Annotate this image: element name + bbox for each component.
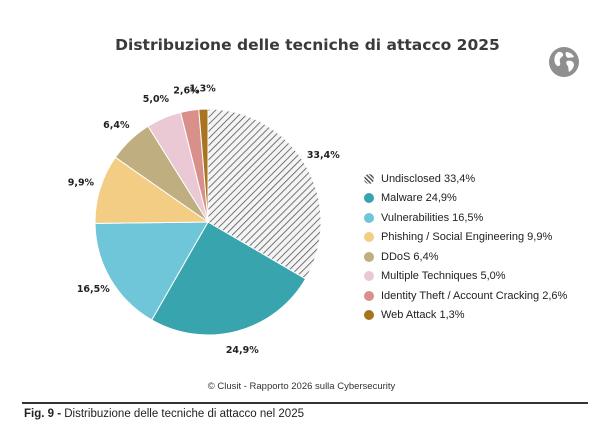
legend-swatch: [364, 290, 374, 301]
caption-divider: [22, 402, 588, 404]
legend-item-identity-theft-account-cracking: Identity Theft / Account Cracking 2,6%: [364, 286, 567, 306]
legend-item-phishing-social-engineering: Phishing / Social Engineering 9,9%: [364, 228, 567, 248]
legend-item-multiple-techniques: Multiple Techniques 5,0%: [364, 267, 567, 287]
legend-swatch: [364, 251, 374, 262]
figure-caption-text: Distribuzione delle tecniche di attacco …: [64, 408, 304, 420]
legend-swatch: [364, 193, 374, 204]
legend-swatch: [364, 271, 374, 282]
slice-label-malware: 24,9%: [226, 345, 259, 356]
legend-item-undisclosed: Undisclosed 33,4%: [364, 169, 567, 189]
legend-label: Phishing / Social Engineering 9,9%: [381, 231, 553, 244]
legend-item-malware: Malware 24,9%: [364, 189, 567, 209]
slice-label-multiple-techniques: 5,0%: [143, 94, 170, 105]
legend-item-ddos: DDoS 6,4%: [364, 247, 567, 267]
legend-label: Multiple Techniques 5,0%: [381, 270, 506, 283]
legend-item-vulnerabilities: Vulnerabilities 16,5%: [364, 208, 567, 228]
pie-slice-vulnerabilities: [94, 221, 209, 321]
legend-swatch: [364, 173, 374, 184]
pie-slices: [94, 108, 322, 336]
source-credit: © Clusit - Rapporto 2026 sulla Cybersecu…: [207, 381, 396, 392]
slice-label-ddos: 6,4%: [103, 120, 130, 131]
legend-label: Web Attack 1,3%: [381, 309, 465, 322]
legend-swatch: [364, 232, 374, 243]
pie-slice-web-attack: [198, 108, 209, 223]
globe-icon: [549, 47, 579, 77]
legend-swatch: [364, 310, 374, 321]
legend-label: Undisclosed 33,4%: [381, 172, 476, 185]
slice-label-web-attack: 1,3%: [189, 84, 216, 95]
chart-title: Distribuzione delle tecniche di attacco …: [115, 36, 500, 54]
pie-slice-undisclosed: [207, 108, 322, 280]
legend: Undisclosed 33,4% Malware 24,9% Vulnerabil…: [364, 169, 567, 325]
figure-number: Fig. 9 -: [24, 408, 65, 420]
slice-label-phishing-social-engineering: 9,9%: [68, 177, 95, 188]
legend-item-web-attack: Web Attack 1,3%: [364, 306, 567, 326]
legend-label: DDoS 6,4%: [381, 250, 439, 263]
figure-caption: Fig. 9 - Distribuzione delle tecniche di…: [24, 408, 304, 420]
slice-label-undisclosed: 33,4%: [307, 150, 340, 161]
legend-label: Identity Theft / Account Cracking 2,6%: [381, 289, 568, 302]
legend-swatch: [364, 212, 374, 223]
pie-slice-malware: [151, 221, 307, 336]
slice-label-vulnerabilities: 16,5%: [77, 284, 110, 295]
legend-label: Malware 24,9%: [381, 192, 457, 205]
pie-slice-labels: 33,4% 24,9% 16,5% 9,9% 6,4% 5,0%2,6%1,3%: [68, 84, 341, 356]
slice-label-identity-theft-account-cracking: 2,6%: [173, 85, 200, 96]
legend-label: Vulnerabilities 16,5%: [381, 211, 484, 224]
